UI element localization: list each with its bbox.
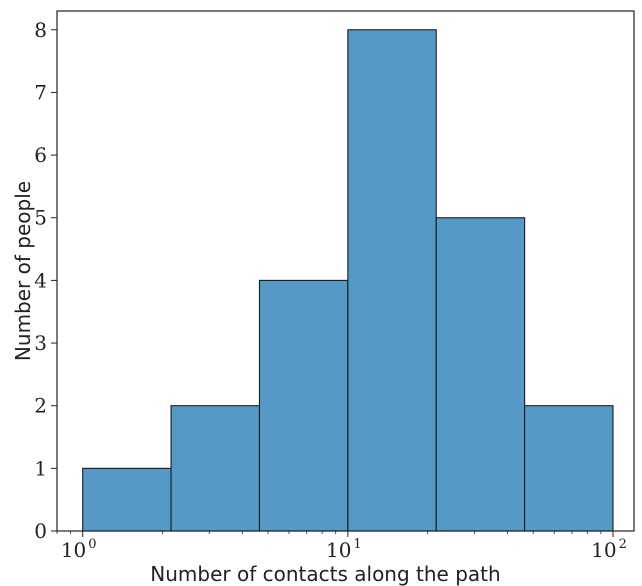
x-tick-base: 10: [326, 538, 351, 562]
plot-frame: [56, 10, 635, 532]
y-tick-label: 6: [34, 143, 47, 167]
y-tick-label: 0: [34, 519, 47, 543]
x-tick-exponent: 0: [88, 537, 96, 552]
y-tick-label: 7: [34, 80, 47, 104]
x-ticks: 10 0 10 1 10 2: [61, 531, 627, 562]
x-tick-exponent: 1: [353, 537, 361, 552]
histogram-bar: [347, 29, 437, 532]
histogram-bar: [82, 467, 172, 532]
x-tick-exponent: 2: [619, 537, 627, 552]
x-axis-label: Number of contacts along the path: [150, 562, 500, 586]
x-tick-base: 10: [61, 538, 86, 562]
y-tick-label: 4: [34, 268, 47, 292]
x-tick-label: 10 1: [326, 537, 362, 562]
y-axis-label: Number of people: [11, 181, 35, 361]
histogram-bar: [258, 279, 349, 532]
histogram-bar: [524, 405, 614, 532]
histogram-bar: [170, 405, 261, 532]
x-tick-label: 10 2: [591, 537, 627, 562]
y-tick-label: 1: [34, 456, 47, 480]
x-tick-base: 10: [591, 538, 616, 562]
y-tick-label: 2: [34, 394, 47, 418]
y-ticks: 0 1 2 3 4 5 6 7 8: [34, 18, 57, 543]
y-tick-label: 3: [34, 331, 47, 355]
y-tick-label: 8: [34, 18, 47, 42]
y-tick-label: 5: [34, 206, 47, 230]
x-tick-label: 10 0: [61, 537, 97, 562]
histogram-bar: [435, 217, 526, 532]
bars-group: [82, 29, 614, 532]
